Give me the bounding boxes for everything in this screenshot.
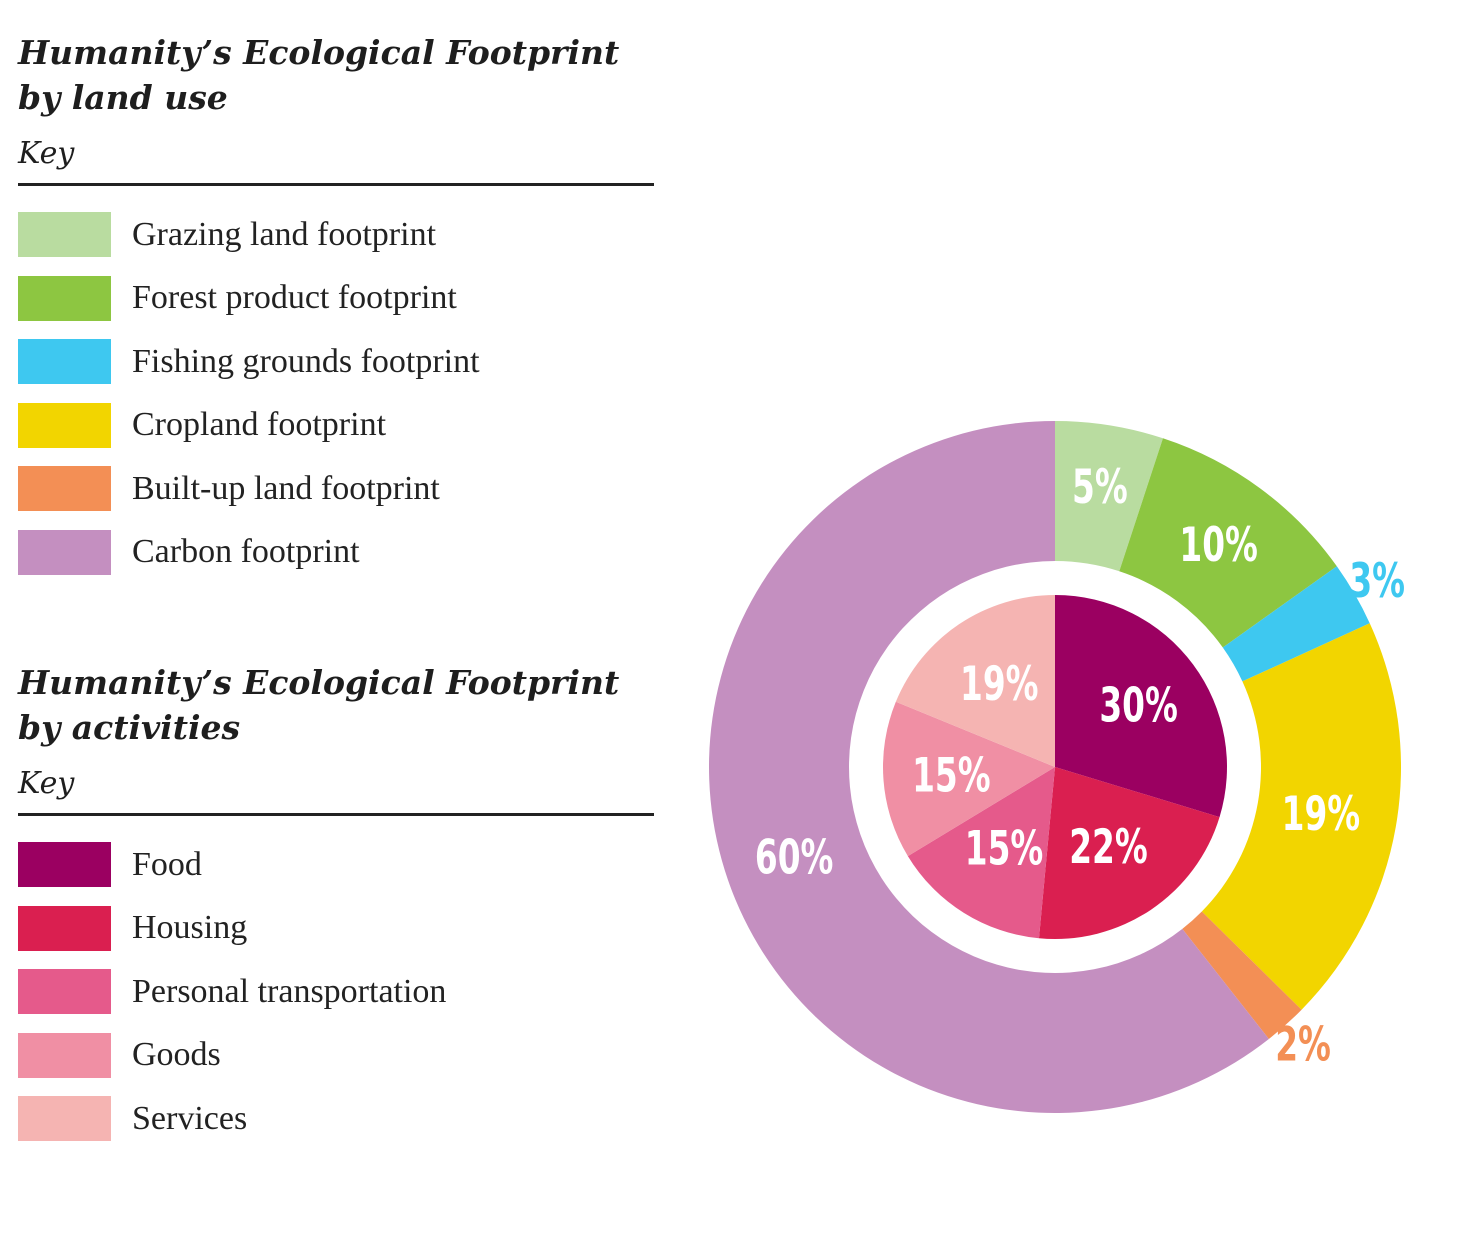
legend-swatch-built-up: [18, 466, 111, 511]
legend-swatch-transportation: [18, 969, 111, 1014]
legend-item-transportation: Personal transportation: [18, 969, 654, 1014]
legend-swatch-services: [18, 1096, 111, 1141]
legend-swatch-grazing: [18, 212, 111, 257]
legend-item-carbon: Carbon footprint: [18, 529, 654, 575]
legend-label-services: Services: [132, 1099, 248, 1137]
legend-swatch-cropland: [18, 402, 111, 448]
legend-item-fishing: Fishing grounds footprint: [18, 339, 654, 384]
legend-label-food: Food: [132, 845, 202, 883]
legend-item-housing: Housing: [18, 905, 654, 951]
legend-land-use-key-label: Key: [18, 136, 75, 171]
legend-swatch-fishing: [18, 339, 111, 384]
legend-item-goods: Goods: [18, 1032, 654, 1078]
outer-label-carbon-footprint: 60%: [755, 829, 833, 885]
outer-label-built-up-land-footprint: 2%: [1275, 1016, 1331, 1072]
legend-land-use: Humanity’s Ecological Footprint by land …: [18, 30, 654, 593]
inner-slice-housing: [1038, 767, 1220, 940]
legend-land-use-items: Grazing land footprint Forest product fo…: [18, 212, 654, 575]
legend-activities-title-line1: Humanity’s Ecological Footprint: [18, 663, 620, 702]
legend-item-food: Food: [18, 842, 654, 887]
outer-slice-carbon-footprint: [708, 421, 1269, 1113]
legend-label-grazing: Grazing land footprint: [132, 215, 437, 253]
legend-item-forest: Forest product footprint: [18, 275, 654, 321]
outer-label-fishing-grounds-footprint: 3%: [1349, 553, 1405, 609]
inner-label-food: 30%: [1099, 677, 1177, 733]
outer-slice-fishing-grounds-footprint: [1222, 566, 1370, 682]
inner-label-housing: 22%: [1069, 819, 1147, 875]
legend-swatch-housing: [18, 905, 111, 951]
outer-slice-cropland-footprint: [1201, 623, 1401, 1010]
legend-label-goods: Goods: [132, 1036, 221, 1073]
legend-activities-key-label: Key: [18, 766, 75, 801]
outer-label-forest-product-footprint: 10%: [1179, 517, 1257, 573]
legend-land-use-divider: [18, 183, 654, 186]
legend-item-built-up: Built-up land footprint: [18, 466, 654, 511]
legend-activities-items: Food Housing Personal transportation Goo…: [18, 842, 654, 1141]
outer-slice-built-up-land-footprint: [1182, 911, 1302, 1039]
inner-slice-services: [895, 595, 1055, 767]
inner-label-personal-transportation: 15%: [965, 820, 1043, 876]
legend-swatch-food: [18, 842, 111, 887]
legend-label-carbon: Carbon footprint: [132, 533, 360, 570]
legend-label-cropland: Cropland footprint: [132, 406, 387, 443]
legend-land-use-title-line2: by land use: [18, 78, 228, 117]
outer-label-grazing-land-footprint: 5%: [1072, 459, 1128, 515]
inner-label-services: 19%: [960, 656, 1038, 712]
legend-label-fishing: Fishing grounds footprint: [132, 342, 480, 380]
legend-activities-divider: [18, 813, 654, 816]
legend-activities-title-line2: by activities: [18, 708, 241, 747]
outer-label-cropland-footprint: 19%: [1282, 786, 1360, 842]
legend-label-forest: Forest product footprint: [132, 279, 457, 316]
legend-swatch-forest: [18, 275, 111, 321]
legend-label-built-up: Built-up land footprint: [132, 469, 440, 507]
inner-slice-goods: [883, 701, 1055, 857]
inner-slice-food: [1055, 595, 1227, 818]
legend-label-housing: Housing: [132, 909, 248, 946]
legend-land-use-title: Humanity’s Ecological Footprint by land …: [18, 30, 654, 120]
legend-land-use-title-line1: Humanity’s Ecological Footprint: [18, 33, 620, 72]
legend-item-cropland: Cropland footprint: [18, 402, 654, 448]
legend-item-grazing: Grazing land footprint: [18, 212, 654, 257]
legend-swatch-carbon: [18, 529, 111, 575]
outer-slice-grazing-land-footprint: [1055, 421, 1163, 572]
outer-slice-forest-product-footprint: [1119, 438, 1337, 648]
legend-swatch-goods: [18, 1032, 111, 1078]
inner-label-goods: 15%: [912, 747, 990, 803]
legend-activities-title: Humanity’s Ecological Footprint by activ…: [18, 660, 654, 750]
legend-label-transportation: Personal transportation: [132, 972, 447, 1010]
legend-item-services: Services: [18, 1096, 654, 1141]
legend-activities: Humanity’s Ecological Footprint by activ…: [18, 660, 654, 1160]
inner-slice-personal-transportation: [907, 767, 1055, 939]
